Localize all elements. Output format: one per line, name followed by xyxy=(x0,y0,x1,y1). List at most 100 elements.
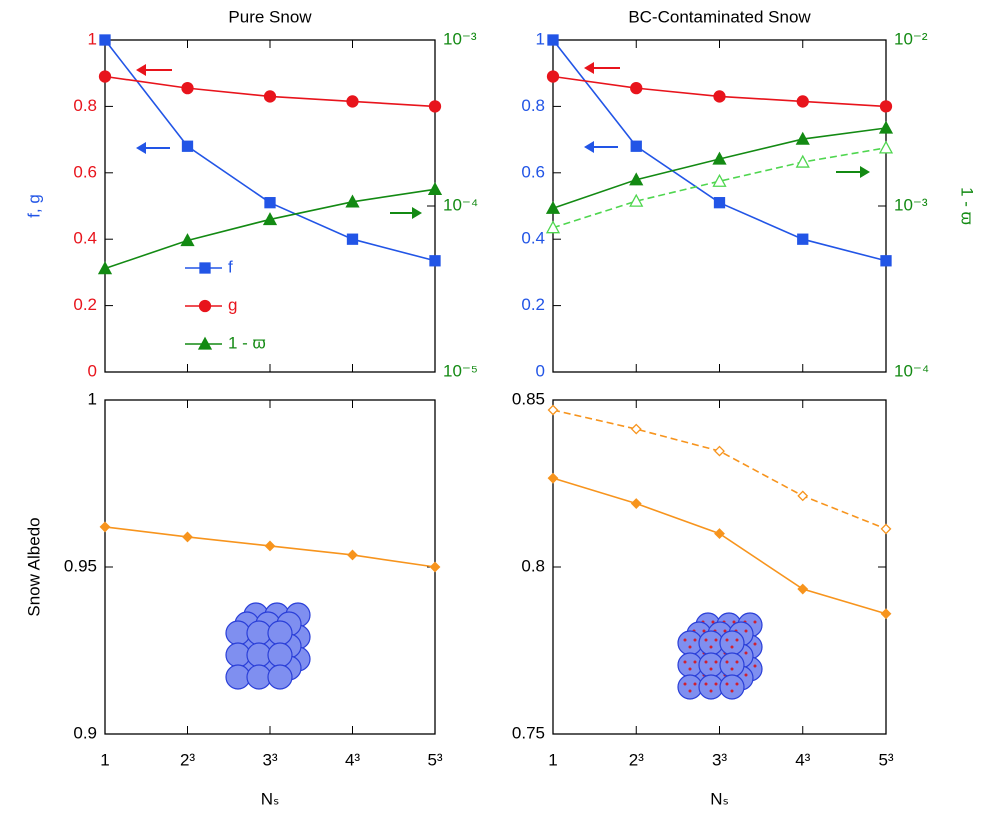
y-tick-label: 0.8 xyxy=(73,96,97,115)
arrow-head xyxy=(860,166,870,178)
bc-particle xyxy=(725,638,729,642)
bc-particle xyxy=(744,673,748,677)
y-tick-label: 0.9 xyxy=(73,723,97,742)
x-tick-label: 1 xyxy=(548,750,557,769)
bc-particle xyxy=(714,660,718,664)
marker xyxy=(99,521,111,533)
marker xyxy=(797,233,809,245)
y-tick-label: 0.95 xyxy=(64,556,97,575)
bc-particle xyxy=(688,667,692,671)
bc-particle xyxy=(730,667,734,671)
y-tick-label: 0.6 xyxy=(521,162,545,181)
bc-particle xyxy=(702,629,706,633)
marker xyxy=(878,140,894,154)
y-tick-label: 0.2 xyxy=(73,295,97,314)
marker xyxy=(180,233,195,247)
bc-particle xyxy=(693,638,697,642)
arrow-head xyxy=(136,142,146,154)
x-tick-label: 5³ xyxy=(427,750,442,769)
x-tick-label: 5³ xyxy=(878,750,893,769)
sphere xyxy=(267,642,293,668)
marker xyxy=(712,173,727,187)
bc-particle xyxy=(714,682,718,686)
y2-tick-label: 10⁻³ xyxy=(894,195,928,214)
bc-particle xyxy=(730,689,734,693)
bc-particle xyxy=(688,645,692,649)
marker xyxy=(795,131,810,145)
y2-tick-label: 10⁻⁵ xyxy=(443,361,478,380)
sphere xyxy=(267,620,293,646)
bc-particle xyxy=(688,689,692,693)
y-tick-label: 0.8 xyxy=(521,96,545,115)
legend-label: g xyxy=(228,295,237,314)
marker xyxy=(880,608,892,620)
marker xyxy=(545,200,561,214)
y-tick-label: 0.85 xyxy=(512,389,545,408)
arrow-head xyxy=(136,64,146,76)
bc-particle xyxy=(753,620,757,624)
x-tick-label: 4³ xyxy=(795,750,810,769)
marker xyxy=(880,255,892,267)
panel: BC-Contaminated Snow 0 0.2 0.4 0.6 0.8 1 10⁻⁴ 10… xyxy=(521,7,976,380)
bc-particle xyxy=(704,638,708,642)
y2-tick-label: 10⁻⁴ xyxy=(894,361,929,380)
y2-tick-label: 10⁻⁴ xyxy=(443,195,478,214)
series-line xyxy=(552,39,887,262)
sphere xyxy=(719,674,745,700)
bc-particle xyxy=(711,620,715,624)
x-axis-label: Nₛ xyxy=(261,789,280,808)
marker xyxy=(713,197,726,209)
marker xyxy=(630,140,642,152)
x-tick-label: 3³ xyxy=(262,750,277,769)
bc-particle xyxy=(730,645,734,649)
bc-particle xyxy=(735,660,739,664)
bc-particle xyxy=(709,645,713,649)
y-tick-label: 0 xyxy=(536,361,545,380)
y-tick-label: 1 xyxy=(88,389,97,408)
marker xyxy=(546,70,560,83)
series-line xyxy=(552,127,887,209)
bc-particle xyxy=(735,682,739,686)
sphere xyxy=(719,652,745,678)
marker xyxy=(97,261,113,275)
marker xyxy=(797,490,809,502)
marker xyxy=(346,233,359,245)
y-tick-label: 0.4 xyxy=(521,229,545,248)
arrows xyxy=(136,62,870,219)
marker xyxy=(795,154,810,168)
bc-particle xyxy=(725,682,729,686)
marker xyxy=(182,531,193,543)
bc-particle xyxy=(723,629,727,633)
marker xyxy=(630,423,642,435)
marker xyxy=(264,540,276,552)
marker xyxy=(630,81,643,95)
series-line xyxy=(552,477,887,615)
marker xyxy=(429,255,441,267)
sphere xyxy=(246,642,272,668)
y2-axis-label: 1 - ϖ xyxy=(958,187,977,225)
marker xyxy=(879,100,893,113)
marker xyxy=(547,34,559,46)
y2-tick-label: 10⁻³ xyxy=(443,29,477,48)
bc-particle xyxy=(683,682,687,686)
panel-title: Pure Snow xyxy=(228,7,312,26)
y-tick-label: 0.8 xyxy=(521,556,545,575)
legend-label: 1 - ϖ xyxy=(228,333,266,352)
legend-label: f xyxy=(228,257,233,276)
bc-particle xyxy=(744,651,748,655)
x-axis-label: Nₛ xyxy=(710,789,729,808)
particle-illustration xyxy=(677,612,763,700)
particle-illustration xyxy=(225,602,311,690)
sphere xyxy=(267,664,293,690)
bc-particle xyxy=(753,664,757,668)
marker xyxy=(98,70,112,83)
bc-particle xyxy=(714,638,718,642)
marker xyxy=(181,140,194,152)
marker xyxy=(428,100,442,113)
marker xyxy=(796,95,809,108)
marker xyxy=(346,95,359,108)
marker xyxy=(629,193,644,207)
x-tick-label: 4³ xyxy=(345,750,360,769)
arrow-head xyxy=(584,141,594,153)
arrow-head xyxy=(412,207,422,219)
